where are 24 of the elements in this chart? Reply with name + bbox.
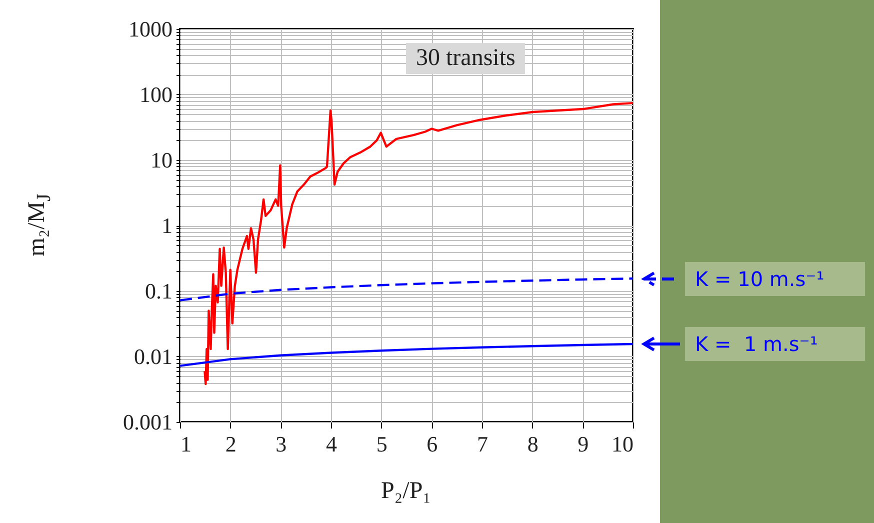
- y-tick-label: 0.01: [134, 344, 172, 369]
- line-series: [204, 102, 633, 386]
- y-tick-label: 1000: [128, 16, 172, 42]
- x-tick-label: 4: [326, 432, 337, 456]
- x-tick-label: 3: [276, 432, 287, 456]
- annotation: 30 transits: [406, 43, 526, 74]
- line-series: [180, 277, 633, 302]
- line-series: [180, 342, 633, 367]
- x-tick-label: 10: [612, 432, 634, 456]
- y-tick-label: 0.1: [145, 278, 172, 304]
- y-tick-label: 10: [150, 148, 172, 172]
- y-tick-label: 1: [162, 213, 172, 238]
- x-tick-label: 6: [426, 432, 438, 456]
- x-tick-label: 1: [180, 432, 192, 456]
- x-tick-label: 2: [225, 432, 236, 456]
- y-tick-label: 0.001: [123, 410, 172, 434]
- legend-label: K = 1 m.s⁻¹: [685, 327, 865, 362]
- x-tick-label: 5: [376, 432, 388, 456]
- legend-label: K = 10 m.s⁻¹: [685, 262, 865, 296]
- x-tick-label: 7: [477, 432, 488, 456]
- x-axis-title: P₂/P₁: [380, 478, 432, 505]
- x-tick-label: 8: [527, 432, 538, 456]
- y-tick-label: 100: [140, 82, 172, 107]
- x-tick-label: 9: [578, 432, 589, 456]
